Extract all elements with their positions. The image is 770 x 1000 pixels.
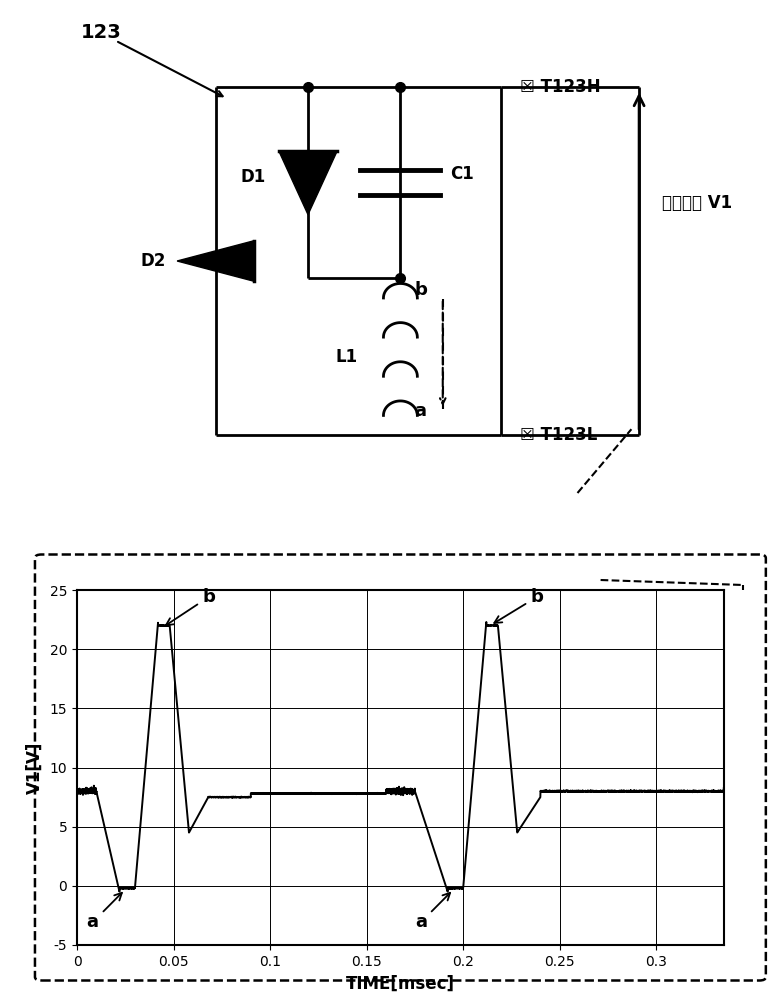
Text: 输出电压 V1: 输出电压 V1 [662, 194, 732, 212]
Text: L1: L1 [336, 348, 358, 366]
Text: a: a [415, 893, 450, 931]
Text: ☒ T123L: ☒ T123L [520, 426, 597, 444]
Text: ☒ T123H: ☒ T123H [520, 78, 601, 96]
X-axis label: TIME[msec]: TIME[msec] [346, 974, 455, 992]
Text: a: a [87, 893, 122, 931]
Text: b: b [494, 588, 544, 623]
Text: C1: C1 [450, 165, 474, 183]
Text: a: a [414, 402, 427, 420]
Polygon shape [177, 241, 254, 281]
Text: 123: 123 [81, 23, 122, 42]
Text: D1: D1 [240, 168, 266, 186]
Text: b: b [414, 281, 427, 299]
Text: D2: D2 [140, 252, 166, 270]
Polygon shape [279, 151, 337, 215]
Y-axis label: V1[V]: V1[V] [26, 741, 44, 794]
Text: b: b [166, 588, 216, 625]
